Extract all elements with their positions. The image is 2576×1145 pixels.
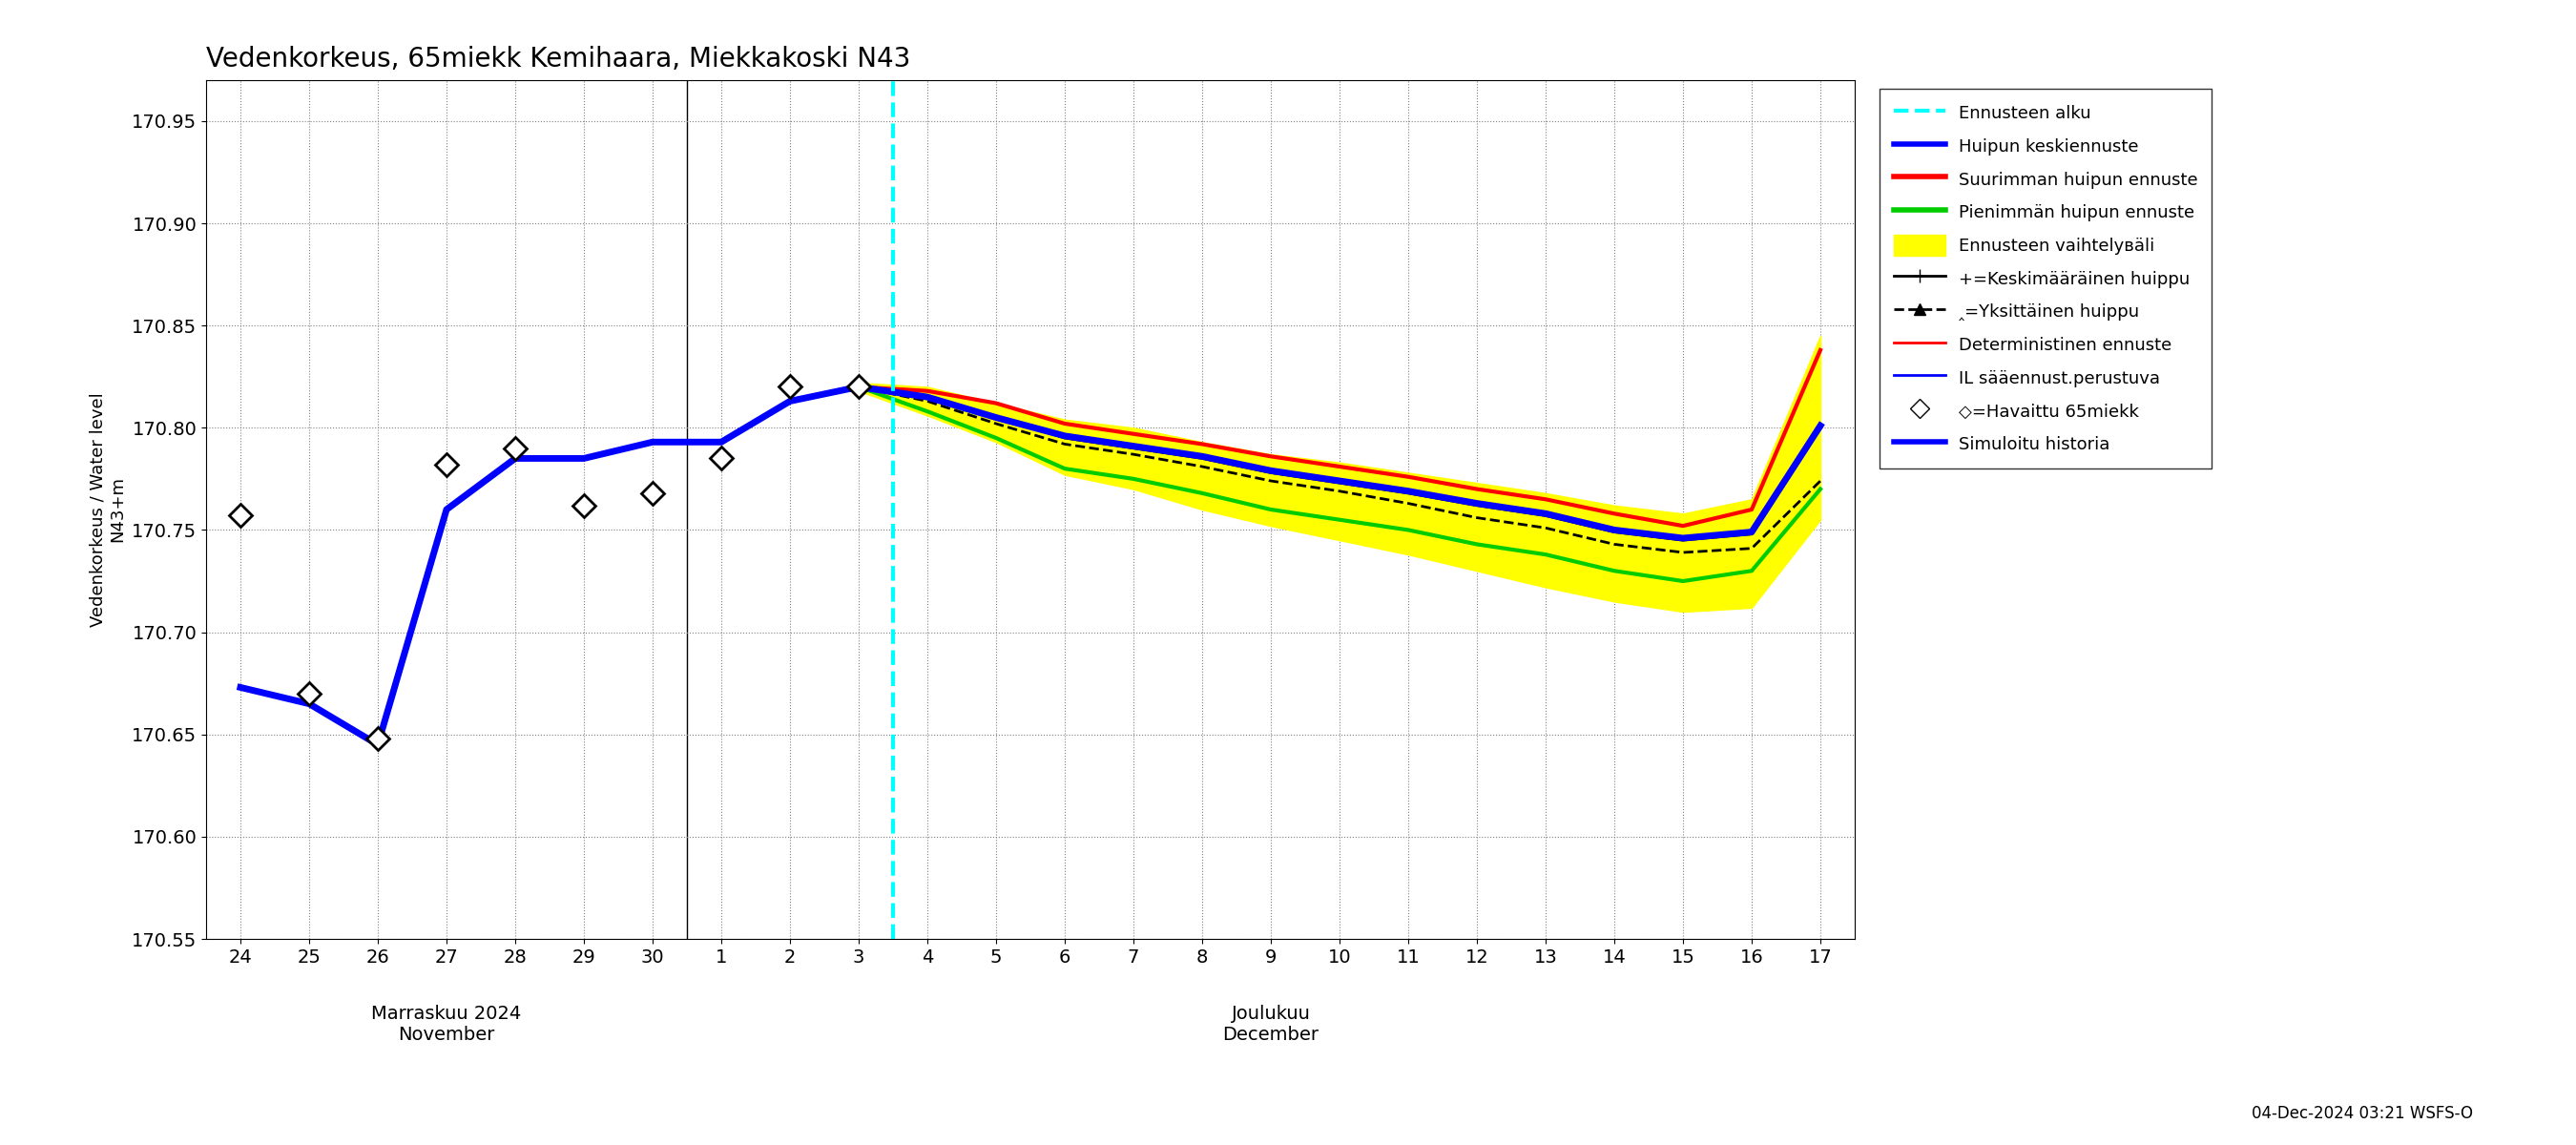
Legend: Ennusteen alku, Huipun keskiennuste, Suurimman huipun ennuste, Pienimmän huipun : Ennusteen alku, Huipun keskiennuste, Suu… — [1880, 89, 2213, 468]
Text: 04-Dec-2024 03:21 WSFS-O: 04-Dec-2024 03:21 WSFS-O — [2251, 1105, 2473, 1122]
Y-axis label: Vedenkorkeus / Water level
N43+m: Vedenkorkeus / Water level N43+m — [90, 393, 126, 626]
Text: Marraskuu 2024
November: Marraskuu 2024 November — [371, 1005, 520, 1044]
Text: Vedenkorkeus, 65miekk Kemihaara, Miekkakoski N43: Vedenkorkeus, 65miekk Kemihaara, Miekkak… — [206, 46, 909, 72]
Text: Joulukuu
December: Joulukuu December — [1224, 1005, 1319, 1044]
